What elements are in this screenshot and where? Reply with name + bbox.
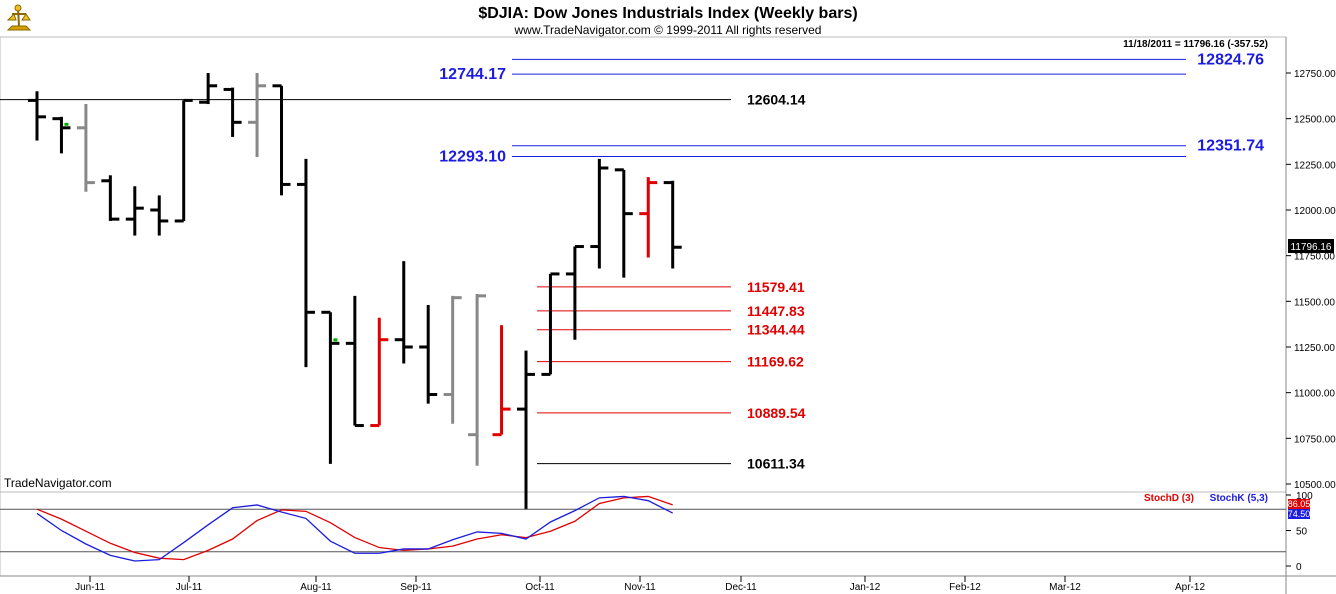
signal-dot xyxy=(333,338,338,342)
level-label: 12351.74 xyxy=(1197,138,1264,155)
ohlc-bar xyxy=(492,325,511,437)
ohlc-bar xyxy=(443,295,462,424)
ohlc-bar xyxy=(541,272,560,376)
date-tick-label: Apr-12 xyxy=(1175,582,1205,593)
date-tick-label: Jun-11 xyxy=(75,582,105,593)
price-tick-label: 11000.00 xyxy=(1294,389,1335,400)
ohlc-bar xyxy=(52,116,71,154)
level-label: 12604.14 xyxy=(747,92,806,108)
level-label: 12293.10 xyxy=(439,148,506,165)
ohlc-bar xyxy=(614,168,633,278)
ohlc-bar xyxy=(272,84,291,196)
ohlc-bar xyxy=(639,177,658,258)
level-label: 11447.83 xyxy=(747,303,805,319)
stoch-tick-label: 100 xyxy=(1296,491,1313,502)
price-tick-label: 12000.00 xyxy=(1294,206,1336,217)
price-axis: 10500.00 10750.00 11000.00 11250.00 11500.00… xyxy=(1286,69,1336,491)
level-label: 11169.62 xyxy=(747,354,804,370)
stochd-legend: StochD (3) xyxy=(1144,493,1194,504)
date-tick-label: Jul-11 xyxy=(176,582,203,593)
last-price-tag: 11796.16 xyxy=(1288,239,1334,253)
ohlc-bar xyxy=(468,294,487,466)
price-tick-label: 10750.00 xyxy=(1294,434,1336,445)
fibonacci-levels: 12824.76 12744.17 12604.14 12351.74 12293.10… xyxy=(0,51,1264,472)
date-tick-label: Mar-12 xyxy=(1049,582,1081,593)
stoch-tick-label: 50 xyxy=(1296,527,1308,538)
ohlc-bar xyxy=(248,73,267,158)
date-tick-label: Nov-11 xyxy=(624,582,656,593)
ohlc-bar xyxy=(150,195,169,236)
stoch-value-tag xyxy=(1288,509,1310,519)
level-label: 12824.76 xyxy=(1197,51,1264,68)
ohlc-bar xyxy=(125,186,144,236)
date-axis: Jun-11 Jul-11 Aug-11 Sep-11 Oct-11 Nov-11 Dec-… xyxy=(75,576,1205,593)
price-tick-label: 12750.00 xyxy=(1294,69,1336,80)
level-label: 10889.54 xyxy=(747,405,806,421)
stoch-line xyxy=(36,495,673,561)
date-tick-label: Oct-11 xyxy=(525,582,555,593)
last-price-tag-text: 11796.16 xyxy=(1291,242,1332,253)
stoch-value-tag-text: 74.50 xyxy=(1288,509,1311,519)
chart-title: $DJIA: Dow Jones Industrials Index (Week… xyxy=(478,5,857,22)
stoch-value-tag xyxy=(1288,499,1310,509)
watermark-text: TradeNavigator.com xyxy=(4,476,112,490)
date-tick-label: Jan-12 xyxy=(850,582,881,593)
chart-copyright: www.TradeNavigator.com © 1999-2011 All r… xyxy=(514,23,822,37)
ohlc-bar xyxy=(419,304,438,404)
level-label: 10611.34 xyxy=(747,456,805,472)
ohlc-bar xyxy=(199,73,218,105)
ohlc-bar xyxy=(590,158,609,269)
ohlc-bar xyxy=(394,261,413,364)
level-label: 11579.41 xyxy=(747,279,805,295)
date-tick-label: Sep-11 xyxy=(400,582,432,593)
price-tick-label: 11750.00 xyxy=(1294,252,1335,263)
stoch-tick-label: 0 xyxy=(1296,562,1302,573)
ohlc-bar xyxy=(321,310,340,464)
ohlc-bar xyxy=(345,295,364,428)
ohlc-bar xyxy=(663,180,682,269)
date-tick-label: Aug-11 xyxy=(300,582,332,593)
trade-navigator-logo-icon xyxy=(6,4,32,31)
price-tick-label: 12500.00 xyxy=(1294,115,1336,126)
stoch-value-tag-text: 86.05 xyxy=(1288,499,1311,509)
ohlc-bar xyxy=(565,245,584,340)
ohlc-bar xyxy=(296,158,315,368)
last-price-info: 11/18/2011 = 11796.16 (-357.52) xyxy=(1123,39,1268,50)
ohlc-bar xyxy=(174,98,193,223)
price-tick-label: 10500.00 xyxy=(1294,480,1336,491)
date-tick-label: Dec-11 xyxy=(725,582,757,593)
level-label: 11344.44 xyxy=(747,322,805,338)
stochastic-panel-frame xyxy=(0,491,1287,577)
ohlc-bar xyxy=(76,104,95,192)
ohlc-bar xyxy=(101,175,120,221)
level-label: 12744.17 xyxy=(439,66,506,83)
ohlc-bar xyxy=(28,91,46,141)
stoch-line xyxy=(36,495,673,562)
price-tick-label: 11250.00 xyxy=(1294,343,1335,354)
price-bars xyxy=(28,73,682,510)
ohlc-bar xyxy=(223,87,242,137)
signal-dot xyxy=(64,122,69,126)
price-panel-frame xyxy=(0,36,1287,493)
stochk-legend: StochK (5,3) xyxy=(1210,493,1268,504)
price-tick-label: 11500.00 xyxy=(1294,297,1335,308)
ohlc-bar xyxy=(517,350,535,510)
date-tick-label: Feb-12 xyxy=(949,582,981,593)
ohlc-bar xyxy=(370,317,389,428)
price-tick-label: 12250.00 xyxy=(1294,160,1336,171)
